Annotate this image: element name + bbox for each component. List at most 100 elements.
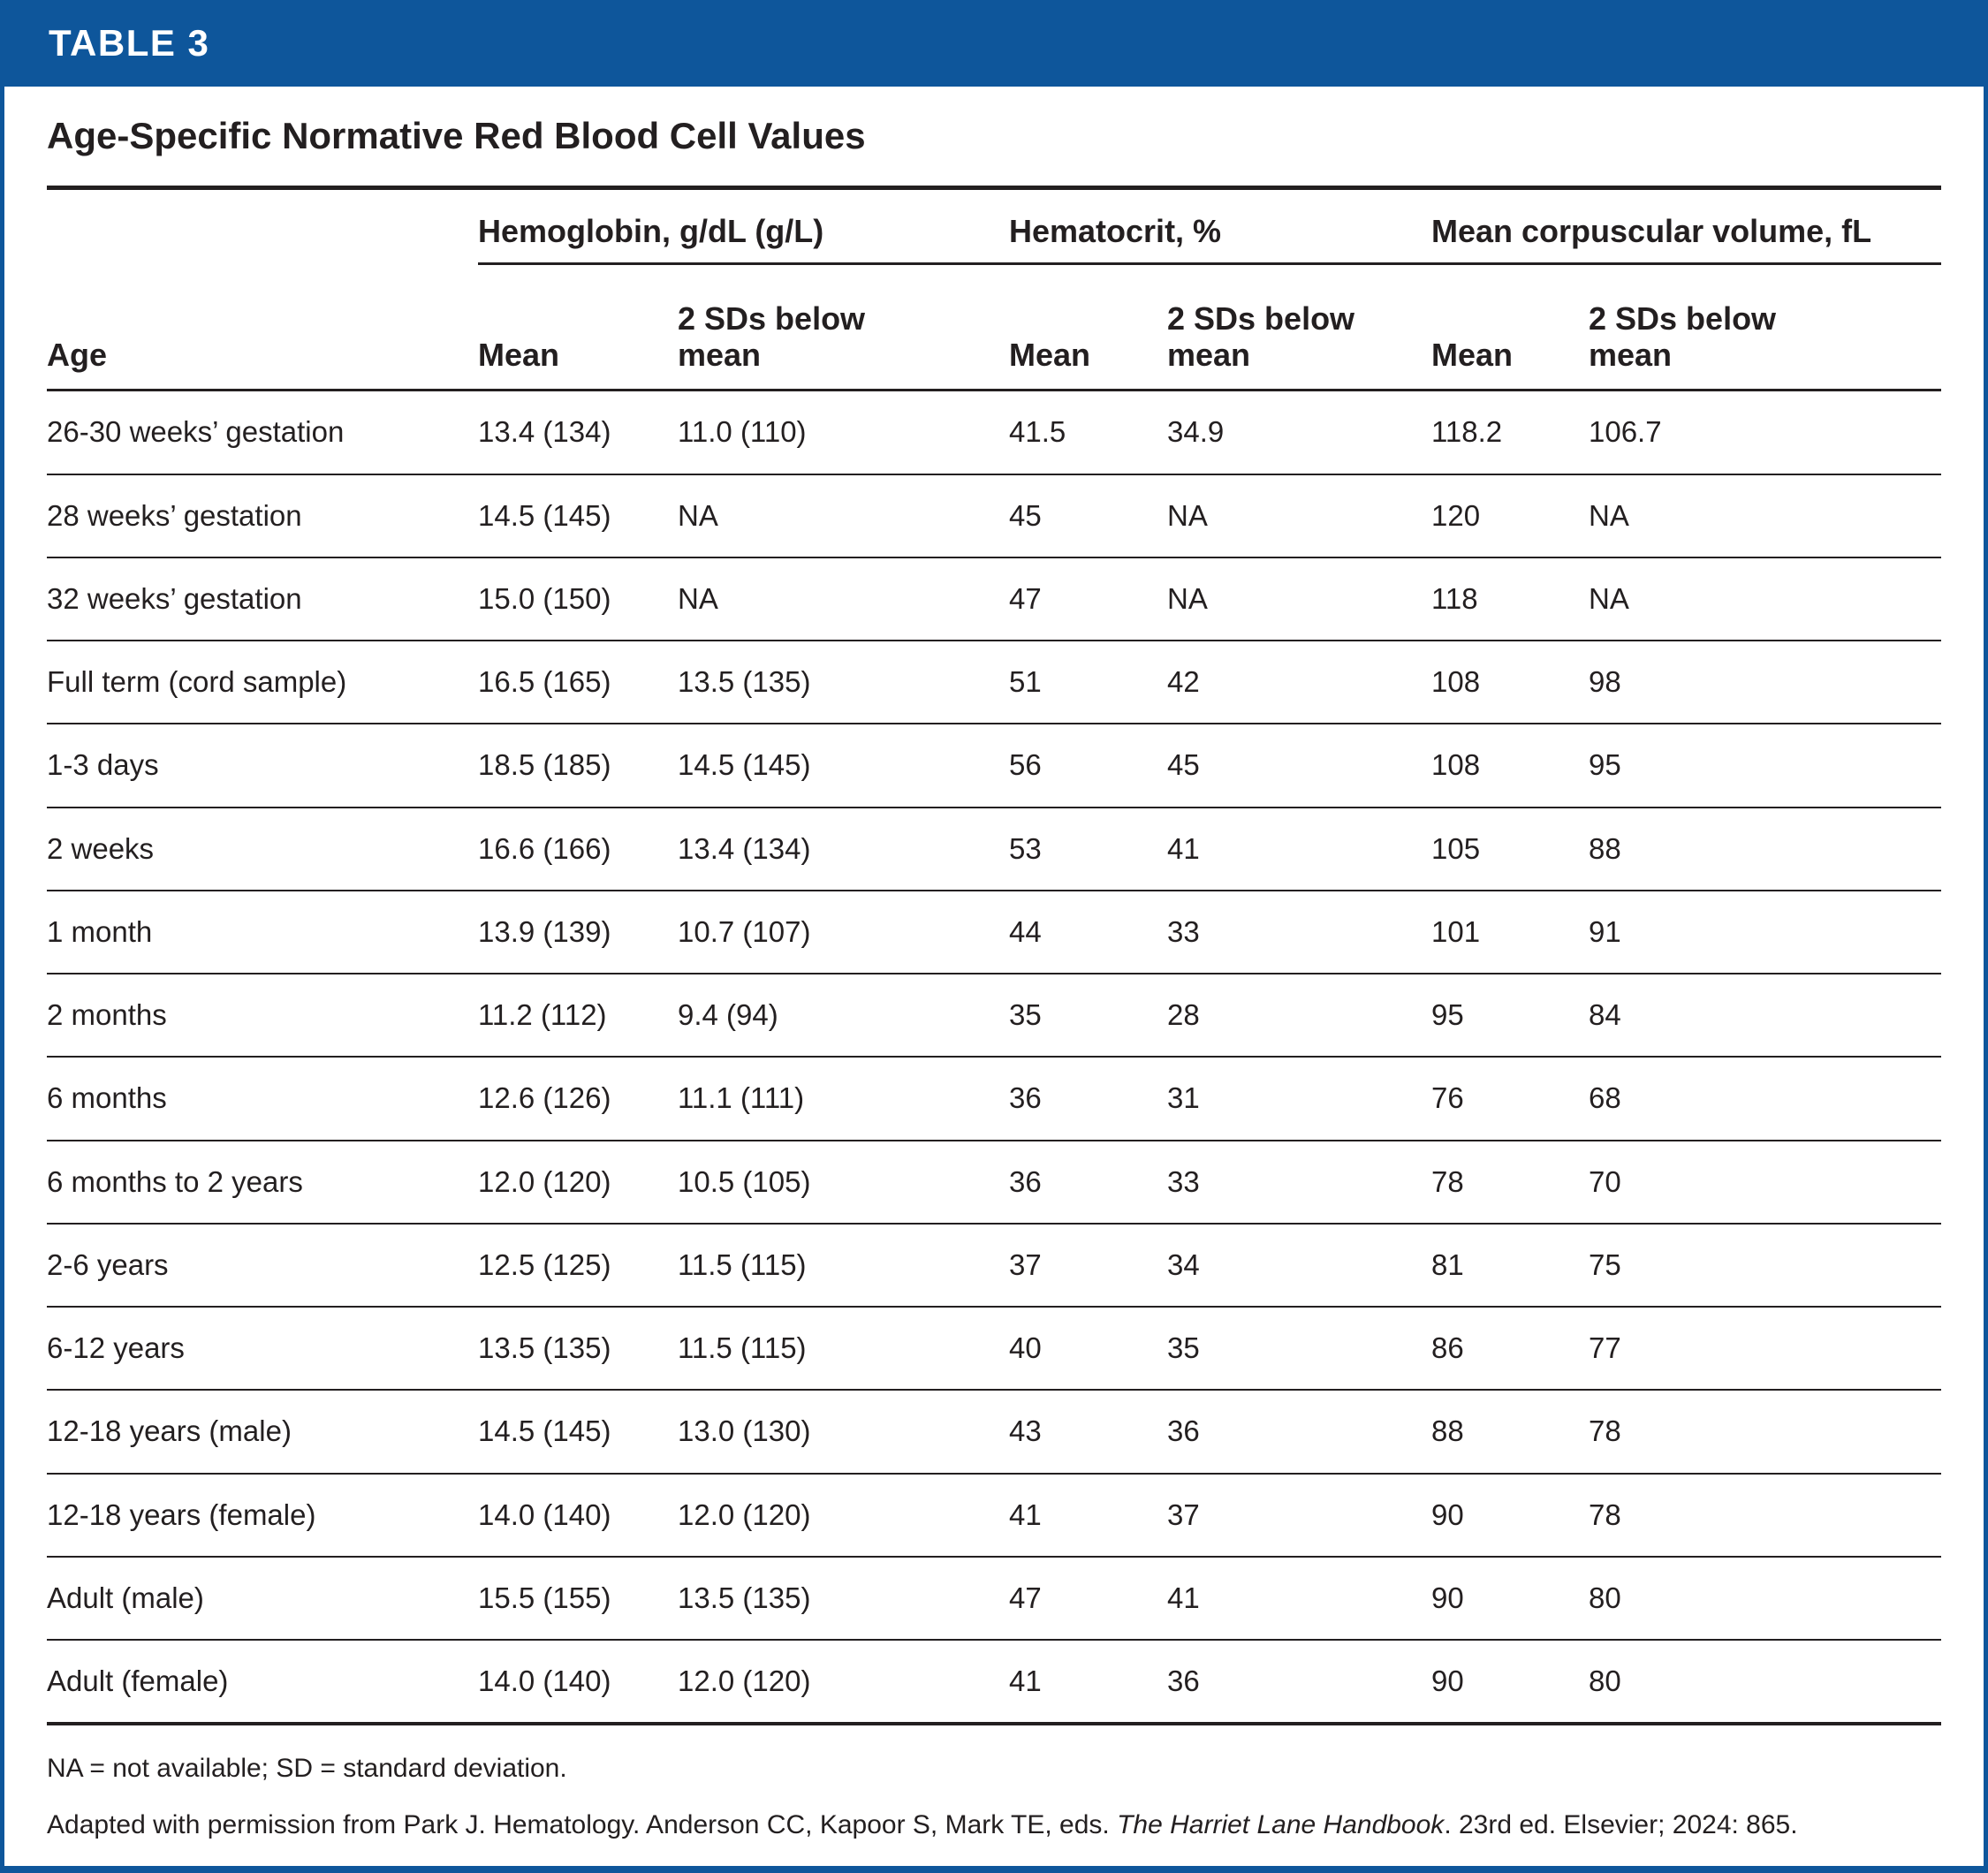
row-value-mcv_mean: 90 xyxy=(1431,1581,1464,1614)
row-value-mcv_2sd: 78 xyxy=(1589,1498,1621,1531)
row-age-label: Full term (cord sample) xyxy=(47,665,347,699)
group-header-spacer xyxy=(47,190,478,264)
row-value-hct_2sd: 33 xyxy=(1167,1164,1200,1198)
age-header-label: Age xyxy=(47,337,108,374)
row-value-mcv_2sd: 91 xyxy=(1589,914,1621,948)
row-value-hct_2sd: 41 xyxy=(1167,1581,1200,1614)
table-row: Adult (female) 14.0 (140) 12.0 (120) 41 36 90… xyxy=(47,1641,1941,1722)
row-value-hgb_mean: 11.2 (112) xyxy=(478,998,607,1032)
column-header-age: Age xyxy=(47,265,478,390)
row-age-label: 6-12 years xyxy=(47,1331,185,1365)
row-value-mcv_mean: 105 xyxy=(1431,831,1481,865)
row-age-label: 12-18 years (female) xyxy=(47,1498,316,1531)
row-age-label: 1-3 days xyxy=(47,748,159,782)
row-value-mcv_mean: 118 xyxy=(1431,581,1478,615)
row-value-hgb_2sd: 11.1 (111) xyxy=(678,1081,805,1115)
row-value-hct_mean: 37 xyxy=(1009,1247,1042,1281)
row-value-hgb_2sd: 11.5 (115) xyxy=(678,1331,807,1365)
column-group-hematocrit: Hematocrit, % xyxy=(1009,190,1431,265)
row-value-hct_mean: 36 xyxy=(1009,1164,1042,1198)
row-value-hct_mean: 35 xyxy=(1009,998,1042,1032)
row-value-hgb_2sd: 12.0 (120) xyxy=(678,1498,811,1531)
row-value-hct_mean: 56 xyxy=(1009,748,1042,782)
2sd-header-line2: mean xyxy=(1589,337,1673,374)
row-value-hct_mean: 41 xyxy=(1009,1664,1042,1698)
row-value-hct_2sd: 36 xyxy=(1167,1414,1200,1448)
row-value-mcv_mean: 101 xyxy=(1431,914,1481,948)
table-row: 28 weeks’ gestation 14.5 (145) NA 45 NA 120 NA xyxy=(47,475,1941,558)
row-value-hct_mean: 45 xyxy=(1009,498,1042,532)
row-value-mcv_mean: 78 xyxy=(1431,1164,1464,1198)
table-row: Adult (male) 15.5 (155) 13.5 (135) 47 41 90 80 xyxy=(47,1558,1941,1642)
row-value-hgb_2sd: 11.5 (115) xyxy=(678,1247,807,1281)
row-value-hgb_mean: 12.5 (125) xyxy=(478,1247,611,1281)
row-value-hgb_2sd: 13.5 (135) xyxy=(678,665,811,699)
row-value-mcv_2sd: NA xyxy=(1589,498,1629,532)
row-value-hct_2sd: 34 xyxy=(1167,1247,1200,1281)
source-note: Adapted with permission from Park J. Hem… xyxy=(47,1809,1941,1842)
row-value-hct_mean: 36 xyxy=(1009,1081,1042,1115)
row-age-label: 2 weeks xyxy=(47,831,155,865)
column-header-hgb-mean: Mean xyxy=(478,265,678,390)
table-number-label: TABLE 3 xyxy=(49,22,210,64)
row-age-label: 32 weeks’ gestation xyxy=(47,581,302,615)
column-header-mcv-2sd: 2 SDs below mean xyxy=(1589,265,1941,390)
row-value-hct_2sd: 28 xyxy=(1167,998,1200,1032)
table-row: 32 weeks’ gestation 15.0 (150) NA 47 NA 118 NA xyxy=(47,558,1941,642)
row-value-hgb_mean: 14.0 (140) xyxy=(478,1664,611,1698)
row-value-hgb_2sd: 14.5 (145) xyxy=(678,748,811,782)
row-value-mcv_2sd: 98 xyxy=(1589,665,1621,699)
row-value-hct_2sd: 42 xyxy=(1167,665,1200,699)
table-row: 2 months 11.2 (112) 9.4 (94) 35 28 95 84 xyxy=(47,974,1941,1058)
row-age-label: 12-18 years (male) xyxy=(47,1414,292,1448)
table-row: 6-12 years 13.5 (135) 11.5 (115) 40 35 86 77 xyxy=(47,1308,1941,1391)
row-age-label: Adult (female) xyxy=(47,1664,229,1698)
row-value-mcv_mean: 81 xyxy=(1431,1247,1464,1281)
row-value-mcv_mean: 90 xyxy=(1431,1664,1464,1698)
row-value-hct_2sd: 45 xyxy=(1167,748,1200,782)
table-title: Age-Specific Normative Red Blood Cell Va… xyxy=(47,115,866,156)
2sd-header-line1: 2 SDs below xyxy=(678,300,866,337)
row-value-hgb_mean: 14.5 (145) xyxy=(478,498,611,532)
row-value-hgb_mean: 16.5 (165) xyxy=(478,665,611,699)
table-row: 1 month 13.9 (139) 10.7 (107) 44 33 101 91 xyxy=(47,891,1941,975)
row-age-label: 2 months xyxy=(47,998,167,1032)
row-value-mcv_mean: 90 xyxy=(1431,1498,1464,1531)
row-value-hct_2sd: 33 xyxy=(1167,914,1200,948)
title-divider xyxy=(47,186,1941,191)
row-value-hgb_2sd: 12.0 (120) xyxy=(678,1664,811,1698)
2sd-header-line2: mean xyxy=(678,337,762,374)
row-value-hct_mean: 41.5 xyxy=(1009,415,1066,449)
table-number-bar: TABLE 3 xyxy=(4,0,1984,87)
row-value-hct_mean: 53 xyxy=(1009,831,1042,865)
2sd-header-line1: 2 SDs below xyxy=(1167,300,1355,337)
row-value-hgb_mean: 15.0 (150) xyxy=(478,581,611,615)
row-value-hgb_mean: 13.5 (135) xyxy=(478,1331,611,1365)
row-value-mcv_2sd: 68 xyxy=(1589,1081,1621,1115)
row-value-hct_mean: 51 xyxy=(1009,665,1042,699)
row-value-mcv_mean: 108 xyxy=(1431,665,1481,699)
row-value-hct_2sd: 41 xyxy=(1167,831,1200,865)
row-age-label: 1 month xyxy=(47,914,153,948)
row-value-hgb_mean: 13.9 (139) xyxy=(478,914,611,948)
column-header-hct-mean: Mean xyxy=(1009,265,1167,390)
source-note-book-title: The Harriet Lane Handbook xyxy=(1117,1809,1445,1839)
row-value-hct_mean: 41 xyxy=(1009,1498,1042,1531)
2sd-header-line2: mean xyxy=(1167,337,1251,374)
row-value-hgb_mean: 12.0 (120) xyxy=(478,1164,611,1198)
row-value-mcv_mean: 88 xyxy=(1431,1414,1464,1448)
table-row: 1-3 days 18.5 (185) 14.5 (145) 56 45 108 95 xyxy=(47,724,1941,808)
table-row: Full term (cord sample) 16.5 (165) 13.5 (1… xyxy=(47,641,1941,725)
row-value-hgb_mean: 14.0 (140) xyxy=(478,1498,611,1531)
row-value-hct_2sd: 35 xyxy=(1167,1331,1200,1365)
row-value-mcv_2sd: NA xyxy=(1589,581,1629,615)
table-row: 12-18 years (female) 14.0 (140) 12.0 (120)… xyxy=(47,1475,1941,1558)
row-value-hgb_2sd: 10.7 (107) xyxy=(678,914,811,948)
mean-header-label: Mean xyxy=(478,337,560,374)
source-note-prefix: Adapted with permission from Park J. Hem… xyxy=(47,1809,1118,1839)
row-value-hgb_mean: 15.5 (155) xyxy=(478,1581,611,1614)
table-row: 2-6 years 12.5 (125) 11.5 (115) 37 34 81 75 xyxy=(47,1225,1941,1308)
row-value-hgb_2sd: 10.5 (105) xyxy=(678,1164,811,1198)
row-value-mcv_2sd: 80 xyxy=(1589,1581,1621,1614)
